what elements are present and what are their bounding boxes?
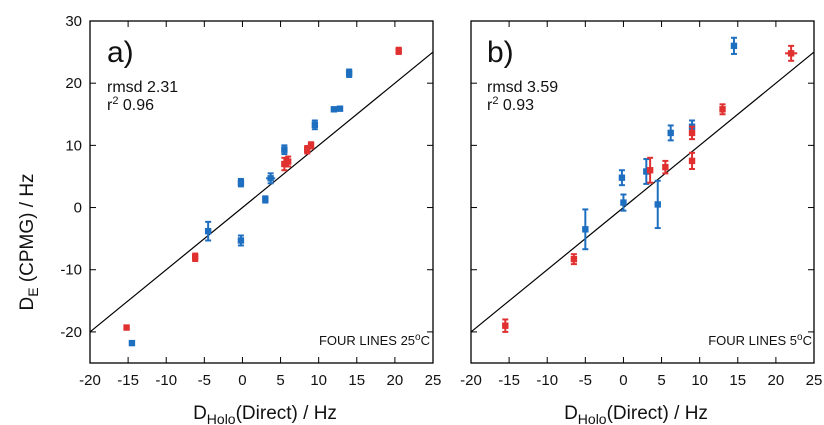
panel-b-condition: FOUR LINES 5oC	[708, 332, 812, 348]
panel-a-ticks: -20 -15 -10 -5 0 5 10 15 20 25 -20 -10 0 10 20 30	[60, 13, 441, 389]
data-point-red	[688, 157, 696, 165]
x-axis-label-b: DHolo(Direct) / Hz	[564, 403, 708, 425]
data-point-blue	[336, 105, 344, 112]
x-tick-label: 5	[657, 372, 665, 389]
data-point-blue	[345, 70, 353, 77]
x-tick-label: 0	[619, 372, 627, 389]
data-point-red	[191, 254, 199, 261]
data-point-blue	[654, 201, 661, 208]
x-tick-label: -5	[579, 372, 592, 389]
panel-a-r2: r2 0.96	[107, 95, 154, 114]
x-tick-label: 20	[768, 372, 785, 389]
data-point-red	[570, 255, 578, 263]
panel-b-rmsd: rmsd 3.59	[487, 79, 558, 96]
data-point-blue	[643, 168, 650, 175]
data-point-blue	[237, 237, 245, 244]
y-tick-label: 20	[65, 75, 82, 92]
data-point-blue	[582, 226, 589, 233]
data-point-red	[307, 142, 315, 149]
data-point-blue	[204, 227, 212, 235]
data-point-blue	[267, 175, 274, 182]
y-tick-label: 30	[65, 13, 82, 30]
data-point-red	[304, 146, 311, 153]
panel-a-marks	[89, 46, 434, 347]
data-point-blue	[667, 129, 674, 137]
x-tick-label: -20	[460, 372, 482, 389]
panel-b-r2: r2 0.93	[487, 95, 534, 114]
data-point-red	[688, 129, 696, 137]
x-tick-label: 15	[348, 372, 365, 389]
panel-a: -20 -15 -10 -5 0 5 10 15 20 25 -20 -10 0 10 20 30 a) rm…	[60, 13, 441, 389]
data-point-blue	[281, 146, 288, 153]
data-point-blue	[262, 196, 269, 203]
y-axis-label: DE (CPMG) / Hz	[17, 173, 41, 310]
x-tick-label: 0	[238, 372, 246, 389]
data-point-blue	[128, 339, 136, 347]
x-tick-label: -15	[117, 372, 139, 389]
identity-line	[470, 51, 815, 333]
y-tick-label: 0	[74, 200, 82, 217]
x-tick-label: -10	[536, 372, 558, 389]
x-axis-label-a: DHolo(Direct) / Hz	[193, 403, 337, 425]
data-point-blue	[730, 42, 738, 50]
data-point-red	[662, 163, 669, 171]
x-tick-label: 10	[691, 372, 708, 389]
data-point-red	[646, 167, 654, 174]
panel-b-frame	[470, 20, 815, 364]
x-tick-label: 25	[425, 372, 442, 389]
data-point-red	[395, 47, 402, 55]
data-point-blue	[618, 174, 626, 181]
x-tick-label: -20	[79, 372, 101, 389]
x-tick-label: 15	[729, 372, 746, 389]
x-tick-label: 25	[806, 372, 823, 389]
data-point-blue	[311, 121, 319, 129]
x-tick-label: -5	[198, 372, 211, 389]
y-tick-label: -10	[60, 262, 82, 279]
data-point-blue	[620, 199, 627, 206]
x-tick-label: -15	[498, 372, 520, 389]
data-point-blue	[237, 179, 245, 186]
data-point-red	[281, 160, 288, 168]
x-tick-label: -10	[155, 372, 177, 389]
y-tick-label: -20	[60, 324, 82, 341]
data-point-red	[787, 50, 795, 57]
x-tick-label: 10	[310, 372, 327, 389]
x-tick-label: 20	[387, 372, 404, 389]
data-point-red	[719, 106, 726, 113]
panel-a-condition: FOUR LINES 25oC	[319, 332, 430, 348]
data-point-red	[502, 322, 509, 329]
panel-a-frame	[89, 20, 434, 364]
data-point-red	[284, 158, 292, 165]
panel-a-letter: a)	[107, 36, 134, 69]
panel-b-marks	[470, 36, 815, 333]
data-point-red	[123, 324, 130, 331]
panel-b: -20 -15 -10 -5 0 5 10 15 20 25 b) rmsd 3.59 r2 0.…	[460, 20, 823, 389]
data-point-blue	[330, 106, 338, 113]
x-tick-label: 5	[276, 372, 284, 389]
y-tick-label: 10	[65, 137, 82, 154]
panel-b-letter: b)	[487, 36, 514, 69]
identity-line	[89, 51, 434, 333]
panel-a-rmsd: rmsd 2.31	[107, 79, 178, 96]
